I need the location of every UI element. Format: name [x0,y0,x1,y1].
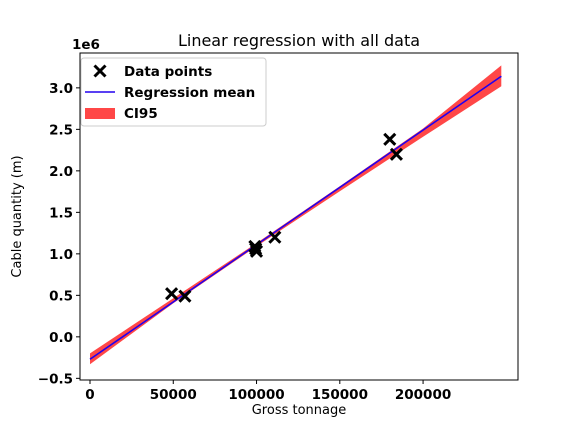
regression-mean-layer [89,75,502,360]
legend: Data points Regression mean CI95 [80,57,267,127]
y-tick-label: 1.0 [49,247,73,263]
x-axis-label: Gross tonnage [252,403,347,418]
x-tick-label: 200000 [395,387,451,403]
data-point [389,147,403,161]
y-tick-label: 2.0 [49,164,73,180]
data-point [165,287,179,301]
legend-marker-patch [85,108,115,119]
ci95-band [90,65,502,365]
legend-label: Data points [124,64,212,80]
x-tick-label: 100000 [228,387,284,403]
x-axis-ticks: 0 50000 100000 150000 200000 [85,380,451,403]
legend-label: Regression mean [124,85,255,101]
y-tick-label: 3.0 [49,81,73,97]
data-point [249,242,263,256]
data-point [383,132,397,146]
y-tick-label: 1.5 [49,205,73,221]
legend-label: CI95 [124,106,158,122]
y-tick-label: −0.5 [38,371,73,387]
data-point [178,289,192,303]
ci95-band-layer [90,65,502,365]
chart-title: Linear regression with all data [178,31,420,50]
legend-marker-x [93,64,107,78]
legend-box [80,57,267,127]
y-axis-ticks: −0.5 0.0 0.5 1.0 1.5 2.0 2.5 3.0 [38,81,80,387]
x-tick-label: 0 [85,387,94,403]
y-axis-label: Cable quantity (m) [10,155,25,277]
y-tick-label: 0.5 [49,288,73,304]
data-points-layer [165,132,403,303]
regression-mean-line [89,75,502,360]
data-point [268,230,282,244]
plot-frame [79,52,519,381]
x-tick-label: 50000 [150,387,197,403]
y-tick-label: 0.0 [49,330,73,346]
y-axis-offset-label: 1e6 [72,37,100,53]
y-tick-label: 2.5 [49,122,73,138]
x-tick-label: 150000 [312,387,368,403]
